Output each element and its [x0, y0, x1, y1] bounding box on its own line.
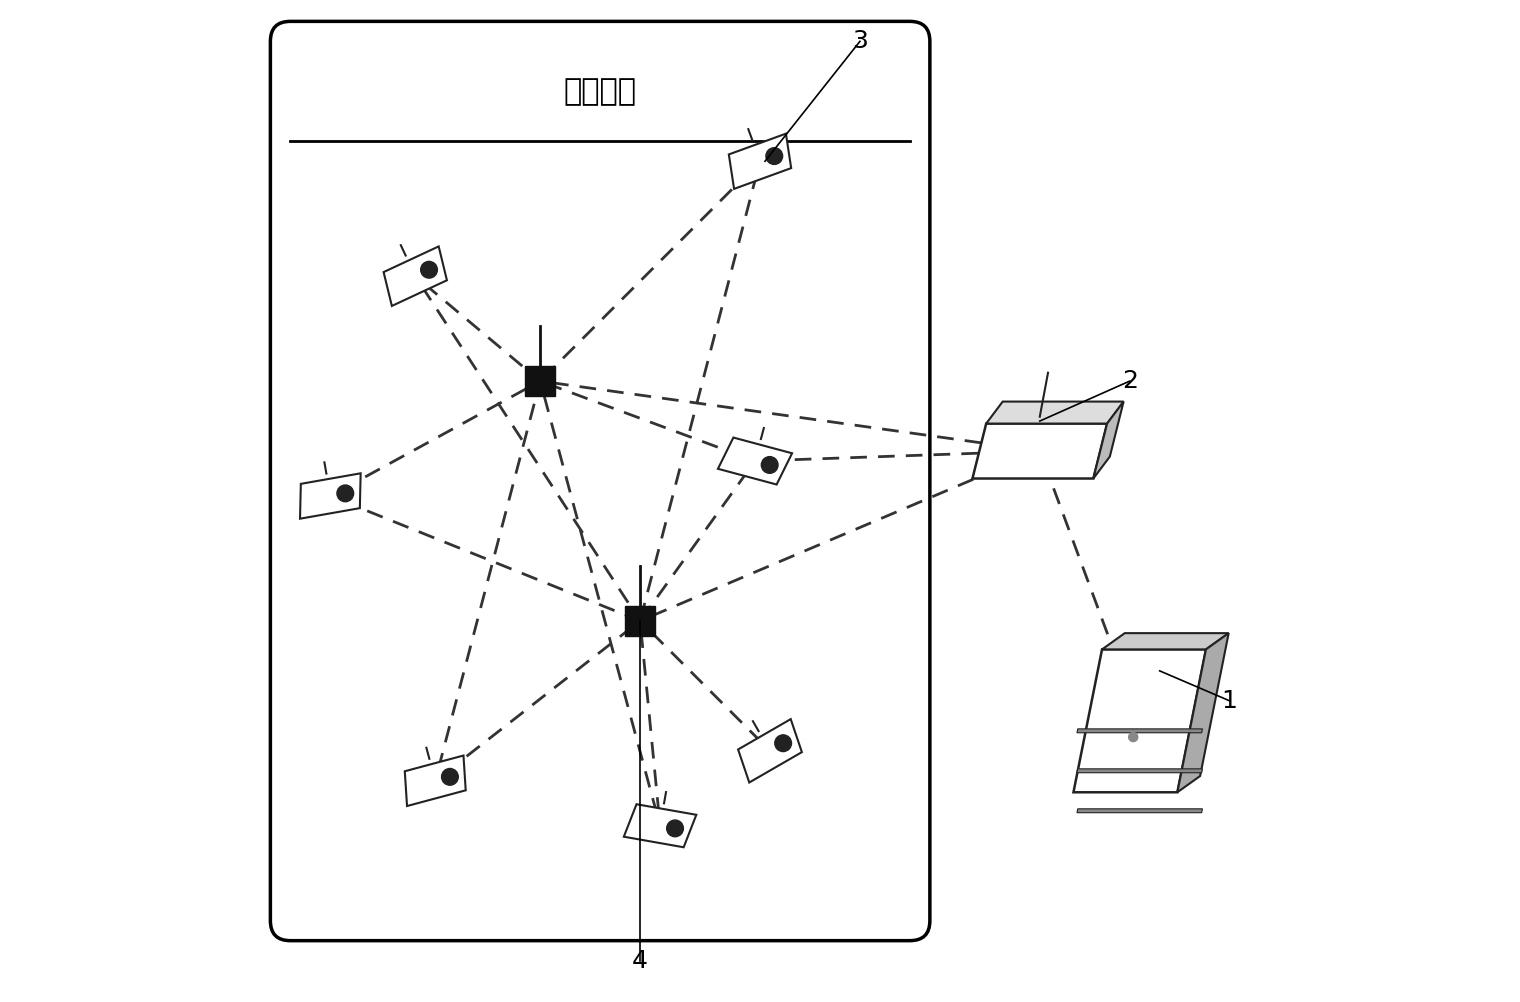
Polygon shape	[1078, 769, 1202, 773]
Polygon shape	[404, 756, 465, 806]
Circle shape	[762, 457, 778, 473]
Polygon shape	[739, 719, 803, 783]
Text: 1: 1	[1222, 688, 1237, 712]
Polygon shape	[1073, 649, 1205, 793]
Polygon shape	[383, 246, 447, 306]
FancyBboxPatch shape	[271, 21, 930, 941]
Circle shape	[667, 820, 684, 837]
Bar	[526, 366, 555, 396]
Polygon shape	[1078, 728, 1202, 732]
Polygon shape	[1102, 633, 1228, 649]
Polygon shape	[1093, 402, 1123, 479]
Circle shape	[766, 147, 783, 164]
Polygon shape	[299, 473, 360, 519]
Text: 4: 4	[632, 949, 648, 973]
Polygon shape	[728, 133, 792, 189]
Circle shape	[337, 485, 354, 502]
Circle shape	[1129, 732, 1138, 741]
Polygon shape	[986, 402, 1123, 424]
Polygon shape	[717, 438, 792, 485]
Text: 室内环境: 室内环境	[564, 77, 637, 106]
Polygon shape	[623, 805, 696, 848]
Text: 3: 3	[853, 29, 868, 53]
Polygon shape	[973, 424, 1107, 479]
Bar	[625, 606, 655, 636]
Circle shape	[775, 734, 792, 752]
Polygon shape	[1078, 809, 1202, 813]
Polygon shape	[1178, 633, 1228, 793]
Text: 2: 2	[1122, 369, 1137, 393]
Circle shape	[421, 262, 438, 279]
Circle shape	[442, 769, 458, 786]
